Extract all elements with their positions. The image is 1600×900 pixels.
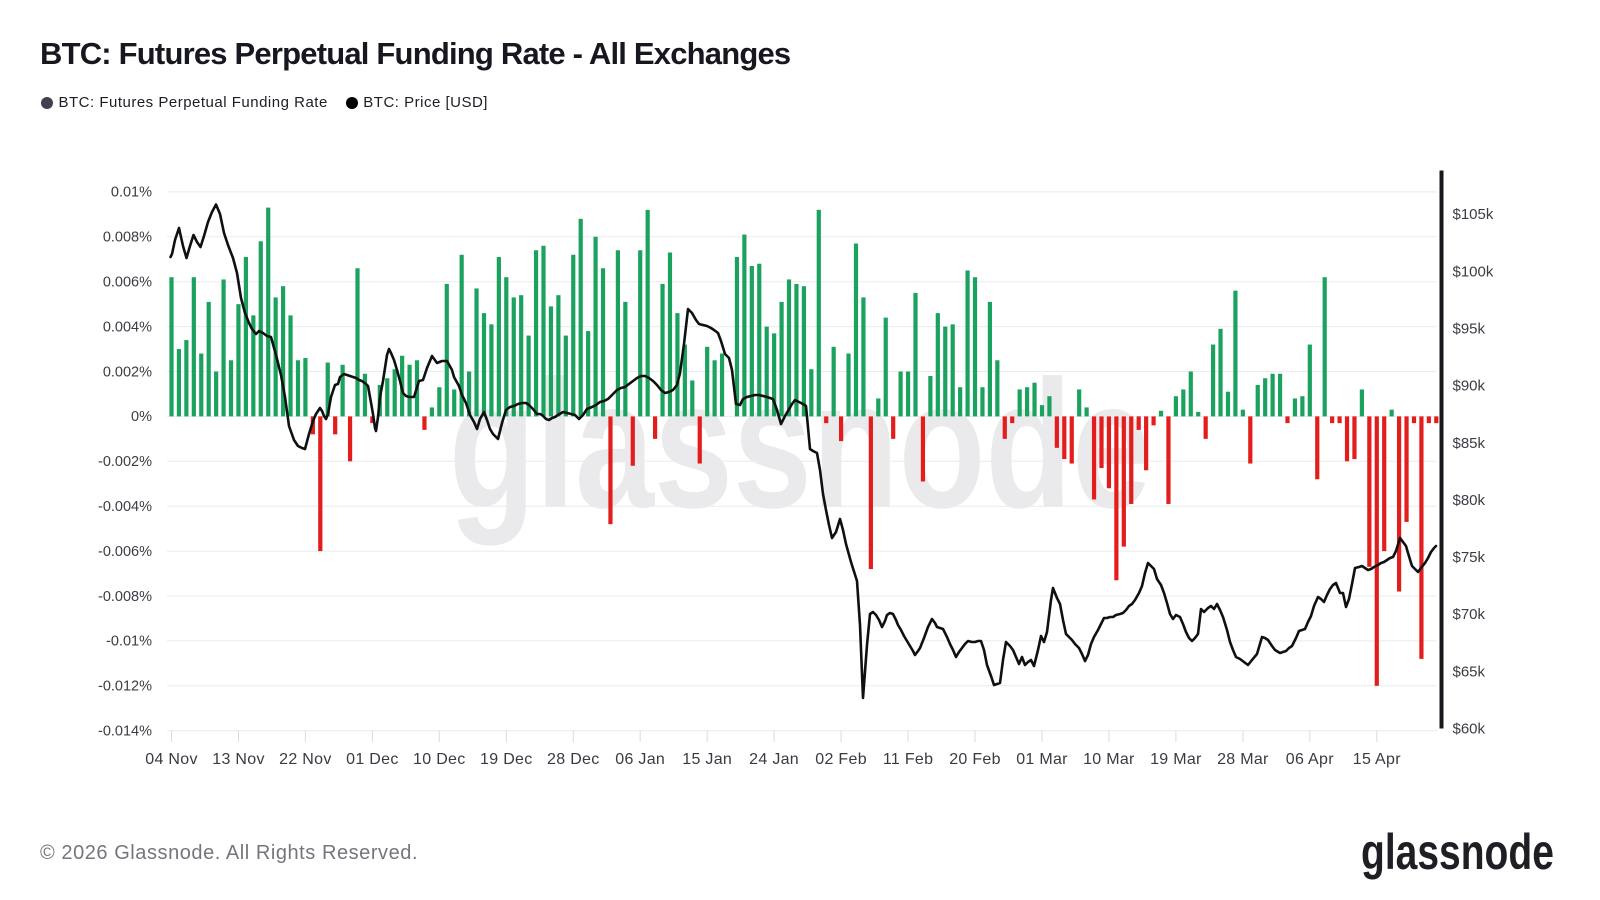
svg-text:-0.006%: -0.006% — [98, 544, 152, 560]
svg-text:$65k: $65k — [1453, 663, 1486, 680]
svg-text:02 Feb: 02 Feb — [815, 751, 867, 768]
svg-text:19 Dec: 19 Dec — [480, 751, 533, 768]
svg-text:10 Dec: 10 Dec — [413, 751, 466, 768]
svg-text:04 Nov: 04 Nov — [145, 751, 198, 768]
svg-text:11 Feb: 11 Feb — [883, 751, 933, 768]
svg-text:15 Apr: 15 Apr — [1353, 751, 1401, 768]
svg-text:$85k: $85k — [1453, 435, 1486, 452]
svg-text:20 Feb: 20 Feb — [949, 751, 1001, 768]
svg-text:$95k: $95k — [1453, 321, 1486, 338]
svg-text:24 Jan: 24 Jan — [749, 751, 799, 768]
svg-text:28 Dec: 28 Dec — [547, 751, 600, 768]
svg-text:06 Apr: 06 Apr — [1286, 751, 1334, 768]
svg-text:-0.002%: -0.002% — [98, 454, 152, 470]
svg-text:$90k: $90k — [1453, 378, 1486, 395]
svg-text:28 Mar: 28 Mar — [1217, 751, 1269, 768]
svg-text:0.01%: 0.01% — [111, 185, 152, 201]
svg-text:22 Nov: 22 Nov — [279, 751, 332, 768]
svg-text:-0.01%: -0.01% — [106, 634, 152, 650]
svg-text:$70k: $70k — [1453, 606, 1486, 623]
svg-text:-0.008%: -0.008% — [98, 589, 152, 605]
svg-text:01 Mar: 01 Mar — [1016, 751, 1068, 768]
svg-text:01 Dec: 01 Dec — [346, 751, 399, 768]
svg-text:19 Mar: 19 Mar — [1150, 751, 1202, 768]
svg-text:0.006%: 0.006% — [103, 275, 152, 291]
svg-text:10 Mar: 10 Mar — [1083, 751, 1135, 768]
svg-text:06 Jan: 06 Jan — [615, 751, 665, 768]
svg-text:0.002%: 0.002% — [103, 364, 152, 380]
svg-text:$75k: $75k — [1453, 549, 1486, 566]
svg-text:-0.004%: -0.004% — [98, 499, 152, 515]
svg-text:15 Jan: 15 Jan — [682, 751, 732, 768]
svg-text:$100k: $100k — [1453, 263, 1494, 280]
svg-text:$105k: $105k — [1453, 206, 1494, 223]
svg-text:13 Nov: 13 Nov — [212, 751, 265, 768]
svg-text:glassnode: glassnode — [449, 342, 1151, 546]
svg-text:-0.014%: -0.014% — [98, 724, 152, 740]
svg-text:0%: 0% — [131, 409, 152, 425]
svg-text:-0.012%: -0.012% — [98, 679, 152, 695]
svg-text:0.008%: 0.008% — [103, 230, 152, 246]
svg-text:0.004%: 0.004% — [103, 319, 152, 335]
svg-text:$80k: $80k — [1453, 492, 1486, 509]
svg-text:$60k: $60k — [1453, 721, 1486, 738]
